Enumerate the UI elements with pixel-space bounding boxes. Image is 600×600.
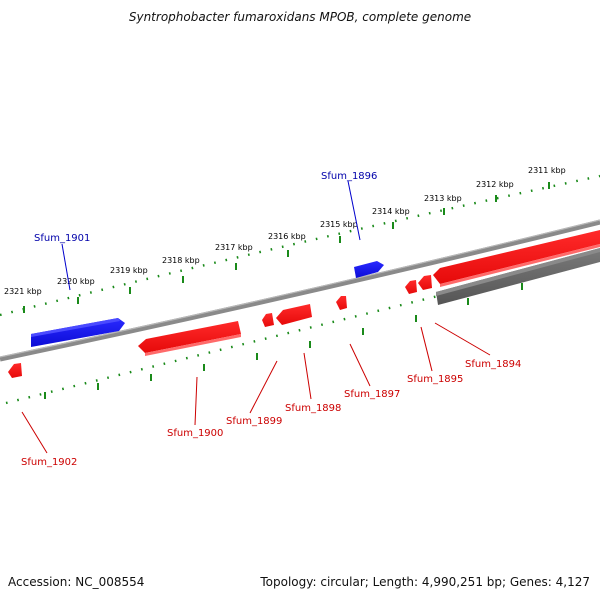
- leader-line: [303, 352, 312, 400]
- tick-label: 2316 kbp: [268, 232, 306, 241]
- genome-summary-text: Topology: circular; Length: 4,990,251 bp…: [260, 575, 590, 589]
- gene-labels: Sfum_1901 Sfum_1896 Sfum_1902 Sfum_1900 …: [21, 171, 521, 468]
- gene-sfum-1899[interactable]: [262, 313, 274, 327]
- leader-line: [420, 326, 433, 372]
- gene-label-sfum-1896: Sfum_1896: [321, 171, 377, 182]
- gene-sfum-1897[interactable]: [336, 296, 347, 310]
- leader-line: [249, 360, 278, 414]
- accession-text: Accession: NC_008554: [8, 575, 145, 589]
- reverse-major-ticks: [44, 283, 523, 399]
- tick-label: 2312 kbp: [476, 180, 514, 189]
- tick-label: 2314 kbp: [372, 207, 410, 216]
- leader-line: [21, 411, 48, 454]
- gene-label-sfum-1895: Sfum_1895: [407, 374, 463, 385]
- leader-line: [61, 243, 71, 291]
- gene-label-sfum-1900: Sfum_1900: [167, 428, 223, 439]
- gene-label-sfum-1899: Sfum_1899: [226, 416, 282, 427]
- gene-sfum-1902[interactable]: [8, 363, 22, 378]
- tick-label: 2315 kbp: [320, 220, 358, 229]
- tick-labels: 2311 kbp 2312 kbp 2313 kbp 2314 kbp 2315…: [4, 166, 566, 296]
- genome-title: Syntrophobacter fumaroxidans MPOB, compl…: [128, 10, 472, 24]
- leader-line: [194, 376, 198, 426]
- tick-label: 2311 kbp: [528, 166, 566, 175]
- gene-sfum-1898[interactable]: [276, 304, 312, 325]
- gray-feature: [436, 248, 600, 305]
- gene-sfum-1894[interactable]: [433, 230, 600, 287]
- tick-label: 2317 kbp: [215, 243, 253, 252]
- gene-label-sfum-1898: Sfum_1898: [285, 403, 341, 414]
- gene-sfum-1901[interactable]: [31, 318, 125, 347]
- gene-sfum-1900[interactable]: [138, 321, 241, 356]
- gene-label-sfum-1901: Sfum_1901: [34, 233, 90, 244]
- genome-backbone: [0, 219, 600, 362]
- leader-line: [347, 180, 361, 241]
- gene-sfum-1895[interactable]: [405, 275, 432, 294]
- gene-label-sfum-1894: Sfum_1894: [465, 359, 521, 370]
- tick-label: 2313 kbp: [424, 194, 462, 203]
- major-ticks: [23, 182, 550, 313]
- gene-label-sfum-1897: Sfum_1897: [344, 389, 400, 400]
- gene-label-sfum-1902: Sfum_1902: [21, 457, 77, 468]
- label-leaders: [21, 180, 491, 454]
- tick-label: 2321 kbp: [4, 287, 42, 296]
- tick-label: 2320 kbp: [57, 277, 95, 286]
- leader-line: [349, 343, 371, 387]
- leader-line: [434, 322, 491, 356]
- tick-label: 2318 kbp: [162, 256, 200, 265]
- gene-sfum-1896[interactable]: [354, 261, 384, 278]
- tick-label: 2319 kbp: [110, 266, 148, 275]
